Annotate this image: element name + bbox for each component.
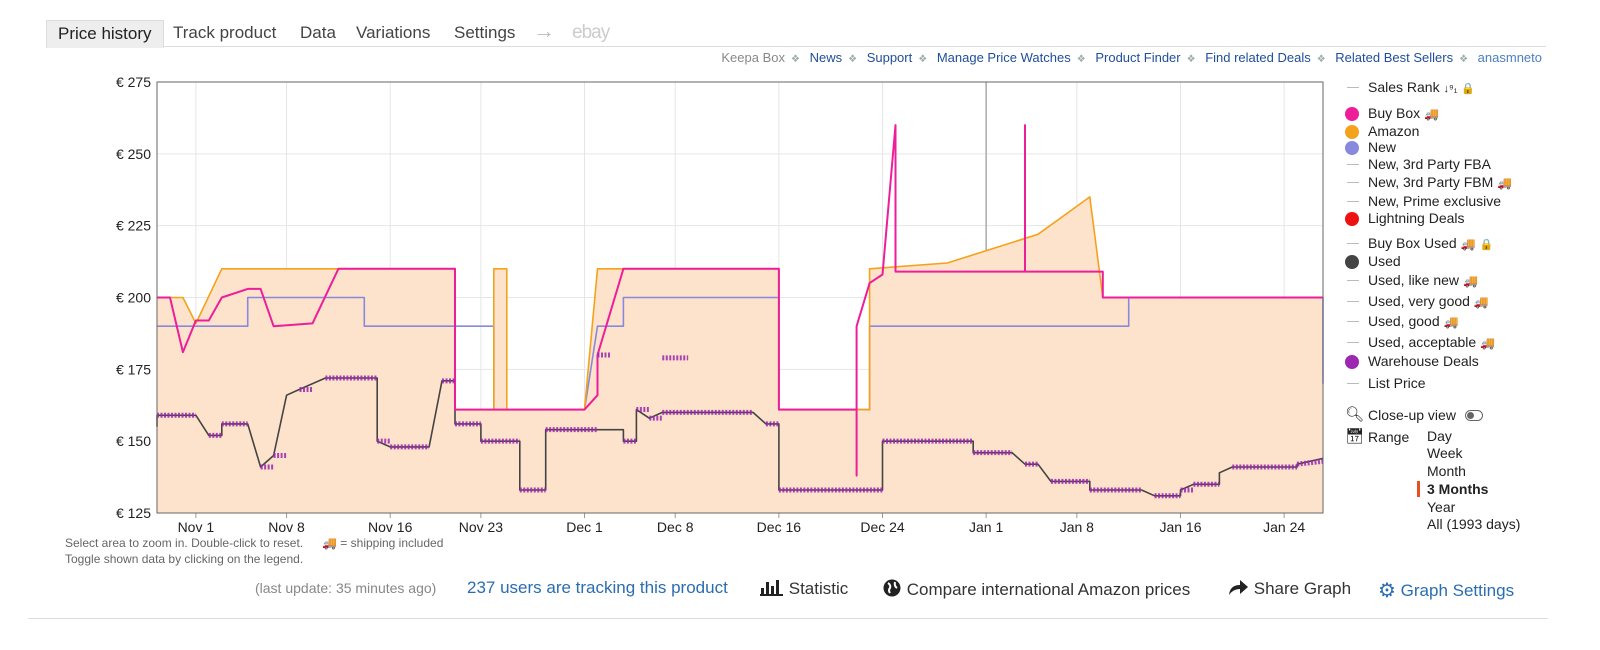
range-3-months[interactable]: 3 Months [1417, 481, 1488, 497]
link-product-finder[interactable]: Product Finder [1095, 50, 1181, 65]
link-support[interactable]: Support [866, 50, 913, 65]
share-graph-button[interactable]: Share Graph [1227, 578, 1351, 599]
tab-bar: Price history Track product Data Variati… [46, 18, 1546, 48]
y-tick-label: € 150 [116, 433, 151, 449]
truck-icon: 🚚 [1480, 336, 1496, 350]
series-lines [156, 124, 1324, 499]
tab-track-product[interactable]: Track product [173, 23, 277, 42]
link-find-related-deals[interactable]: Find related Deals [1205, 50, 1311, 65]
series-line-new [157, 296, 1324, 411]
diamond-icon: ❖ [918, 54, 928, 65]
diamond-icon: ❖ [1186, 54, 1196, 65]
tab-price-history[interactable]: Price history [46, 20, 164, 48]
x-tick-label: Dec 24 [860, 519, 905, 535]
y-tick-label: € 275 [116, 74, 151, 90]
y-tick-label: € 250 [116, 146, 151, 162]
truck-icon: 🚚 [1424, 107, 1439, 121]
arrow-icon: → [533, 18, 555, 43]
link-username[interactable]: anasmneto [1477, 50, 1542, 65]
range-all[interactable]: All (1993 days) [1427, 516, 1521, 532]
link-keepa-box[interactable]: Keepa Box [721, 50, 785, 65]
gear-icon: ⚙ [1378, 580, 1396, 602]
diamond-icon: ❖ [1076, 54, 1086, 65]
price-history-chart[interactable]: € 275 € 250 € 225 € 200 € 175 € 150 € 125 Nov 1… [0, 70, 1340, 540]
truck-icon: 🚚 [1460, 237, 1476, 251]
range-day[interactable]: Day [1427, 428, 1452, 444]
x-tick-label: Jan 1 [969, 519, 1003, 535]
x-tick-label: Jan 24 [1263, 519, 1305, 535]
truck-icon: 🚚 [1443, 315, 1459, 329]
x-tick-label: Nov 23 [459, 519, 504, 535]
link-manage-price-watches[interactable]: Manage Price Watches [936, 50, 1071, 65]
x-tick-label: Dec 16 [757, 519, 802, 535]
tab-settings[interactable]: Settings [454, 23, 516, 42]
range-week[interactable]: Week [1427, 445, 1463, 461]
shipping-hint: 🚚 = shipping included [322, 536, 444, 550]
graph-settings-button[interactable]: ⚙ Graph Settings [1378, 580, 1515, 602]
bar-chart-icon [760, 580, 783, 596]
links-row: Keepa Box ❖ News ❖ Support ❖ Manage Price W… [721, 50, 1542, 68]
tab-variations[interactable]: Variations [356, 23, 431, 42]
x-tick-label: Jan 16 [1159, 519, 1201, 535]
amazon-area [157, 196, 1323, 513]
legend-hint: Toggle shown data by clicking on the leg… [65, 552, 304, 566]
x-tick-label: Dec 8 [657, 519, 694, 535]
x-tick-label: Dec 1 [566, 519, 603, 535]
plot-border [156, 81, 1324, 514]
y-tick-label: € 175 [116, 361, 151, 377]
warehouse-deal-segment [1296, 458, 1324, 467]
zoom-hint: Select area to zoom in. Double-click to … [65, 536, 304, 550]
truck-icon: 🚚 [1462, 274, 1478, 288]
axes: € 275 € 250 € 225 € 200 € 175 € 150 € 125 Nov 1… [116, 74, 1324, 535]
statistic-button[interactable]: Statistic [760, 578, 848, 599]
tab-data[interactable]: Data [300, 23, 336, 42]
tracking-users-link[interactable]: 237 users are tracking this product [467, 578, 728, 597]
y-tick-label: € 225 [116, 218, 151, 234]
lock-icon: 🔒 [1461, 83, 1475, 95]
y-tick-label: € 125 [116, 505, 151, 521]
diamond-icon: ❖ [790, 54, 800, 65]
range-month[interactable]: Month [1427, 463, 1466, 479]
x-tick-label: Nov 1 [178, 519, 215, 535]
last-update: (last update: 35 minutes ago) [255, 580, 437, 596]
share-arrow-icon [1229, 580, 1248, 595]
diamond-icon: ❖ [848, 54, 858, 65]
series-line-buy-box [157, 124, 1323, 477]
x-tick-label: Nov 16 [368, 519, 413, 535]
link-news[interactable]: News [809, 50, 843, 65]
globe-icon [883, 579, 901, 597]
toggle-switch[interactable] [1465, 410, 1483, 421]
magnifier-icon: 🔍︎ [1345, 406, 1365, 423]
compare-prices-button[interactable]: Compare international Amazon prices [882, 578, 1190, 600]
range-year[interactable]: Year [1427, 499, 1456, 515]
diamond-icon: ❖ [1459, 54, 1469, 65]
y-tick-label: € 200 [116, 290, 151, 306]
tab-ebay[interactable]: ebay [572, 22, 610, 43]
x-tick-label: Jan 8 [1060, 519, 1094, 535]
diamond-icon: ❖ [1316, 54, 1326, 65]
truck-icon: 🚚 [322, 536, 337, 550]
series-line-used [156, 377, 1324, 497]
divider [28, 618, 1548, 619]
truck-icon: 🚚 [1473, 295, 1489, 309]
calendar-icon: 📅︎ [1345, 428, 1365, 445]
sort-icon: ↓⁹₁ [1443, 83, 1458, 95]
x-tick-label: Nov 8 [268, 519, 305, 535]
lock-icon: 🔒 [1479, 239, 1494, 251]
link-related-best-sellers[interactable]: Related Best Sellers [1335, 50, 1454, 65]
truck-icon: 🚚 [1497, 176, 1513, 190]
amazon-area-fill [157, 196, 1323, 513]
